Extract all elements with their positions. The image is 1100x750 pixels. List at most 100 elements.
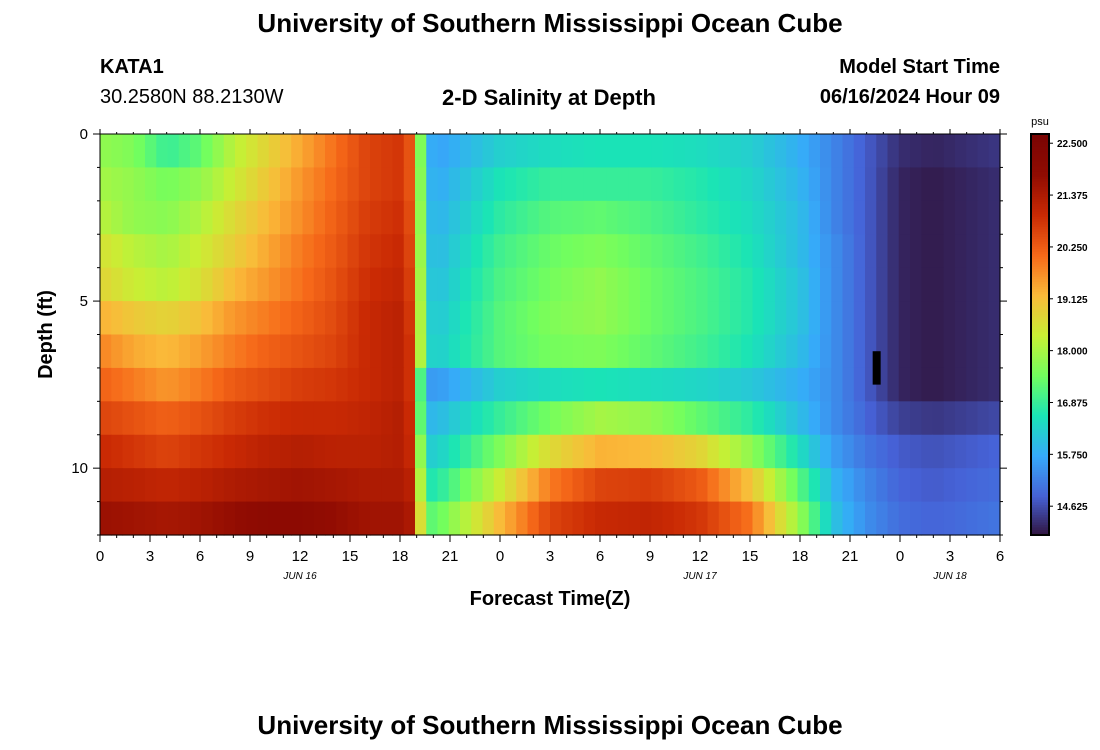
heatmap-cell [313,367,326,402]
heatmap-cell [313,401,326,436]
heatmap-cell [111,334,124,369]
heatmap-cell [853,234,866,269]
heatmap-cell [370,200,382,235]
colorbar-segment [1031,289,1049,293]
heatmap-cell [313,434,326,469]
heatmap-cell [257,134,270,169]
heatmap-cell [313,234,326,269]
heatmap-cell [516,301,529,336]
colorbar-segment [1031,309,1049,313]
heatmap-cell [448,367,461,402]
heatmap-cell [280,267,292,302]
heatmap-cell [280,468,292,503]
heatmap-cell [730,334,742,369]
heatmap-cell [718,234,731,269]
heatmap-cell [167,401,180,436]
heatmap-cell [696,501,709,536]
heatmap-cell [786,301,799,336]
heatmap-cell [145,167,157,202]
colorbar-segment [1031,494,1049,499]
heatmap-cell [741,167,754,202]
heatmap-cell [910,367,922,402]
x-tick-label: 9 [646,548,654,565]
colorbar-segment [1031,402,1049,406]
heatmap-cell [370,401,382,436]
heatmap-cell [133,234,146,269]
heatmap-cell [527,134,540,169]
heatmap-cell [910,134,922,169]
heatmap-cell [921,434,934,469]
heatmap-cell [246,134,259,169]
heatmap-cell [280,501,292,536]
heatmap-cell [876,334,889,369]
heatmap-cell [910,200,922,235]
heatmap-cell [640,167,652,202]
heatmap-cell [887,401,900,436]
colorbar-segment [1031,424,1049,428]
colorbar-segment [1031,449,1049,453]
heatmap-cell [853,200,866,235]
heatmap-cell [572,167,585,202]
colorbar-segment [1031,484,1049,488]
heatmap-cell [235,334,247,369]
heatmap-cell [370,434,382,469]
heatmap-cell [831,200,844,235]
heatmap-cell [617,167,630,202]
heatmap-cell [865,301,877,336]
heatmap-cell [257,267,270,302]
heatmap-cell [966,367,979,402]
heatmap-cell [358,468,371,503]
heatmap-cell [325,401,337,436]
heatmap-cell [763,167,776,202]
heatmap-cell [932,301,945,336]
heatmap-cell [707,234,720,269]
heatmap-cell [898,434,911,469]
heatmap-cell [145,501,157,536]
heatmap-cell [122,234,135,269]
colorbar-segment [1031,279,1049,283]
y-tick-label: 10 [71,460,88,477]
colorbar-segment [1031,276,1049,280]
heatmap-cell [943,334,956,369]
heatmap-cell [718,200,731,235]
heatmap-cell [898,334,911,369]
heatmap-cell [673,334,686,369]
heatmap-cell [460,434,472,469]
heatmap-cell [246,301,259,336]
heatmap-cell [707,200,720,235]
heatmap-cell [358,134,371,169]
station-coordinates: 30.2580N 88.2130W [100,86,284,108]
heatmap-cell [853,501,866,536]
heatmap-cell [448,434,461,469]
salinity-heatmap-chart: 0 3 6 9 12 15 18 21 0 3 6 9 12 15 18 21 0 3 6 JUN 16 JUN 17 J… [35,116,1088,610]
heatmap-cell [336,401,349,436]
heatmap-cell [437,334,450,369]
colorbar-segment [1031,357,1049,361]
station-id: KATA1 [100,56,164,78]
heatmap-cell [955,468,967,503]
heatmap-cell [145,267,157,302]
heatmap-cell [167,301,180,336]
heatmap-cell [718,334,731,369]
heatmap-cell [876,301,889,336]
heatmap-cell [966,134,979,169]
heatmap-cell [775,501,787,536]
heatmap-cell [358,401,371,436]
colorbar-segment [1031,239,1049,243]
heatmap-cell [381,367,394,402]
heatmap-cell [212,401,225,436]
heatmap-cell [212,334,225,369]
heatmap-cell [550,234,562,269]
heatmap-cell [403,301,416,336]
colorbar-segment [1031,487,1049,491]
heatmap-cell [538,134,551,169]
heatmap-cell [718,434,731,469]
heatmap-cell [775,200,787,235]
footer-title: University of Southern Mississippi Ocean… [257,710,843,740]
heatmap-cell [212,301,225,336]
colorbar-segment [1031,329,1049,333]
heatmap-cell [426,367,439,402]
heatmap-cell [955,401,967,436]
heatmap-cell [685,367,697,402]
heatmap-cell [595,234,607,269]
